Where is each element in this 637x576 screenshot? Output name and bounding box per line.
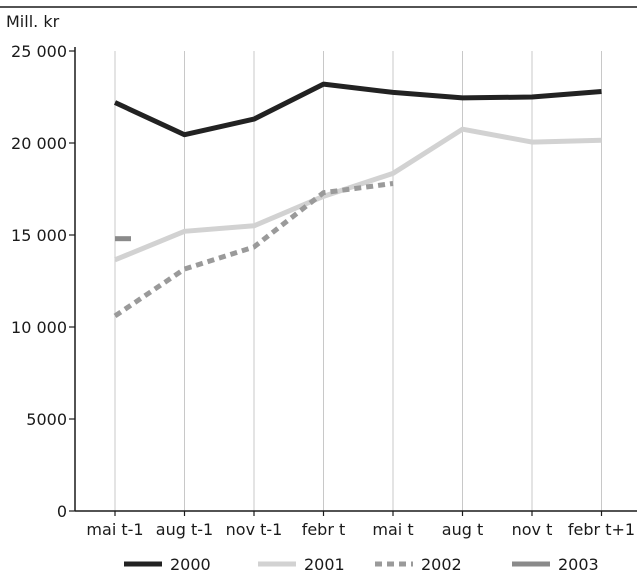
- legend-label-2002: 2002: [421, 555, 462, 574]
- legend-label-2000: 2000: [170, 555, 211, 574]
- y-tick-label: 10 000: [11, 318, 67, 337]
- x-tick-label: nov t: [512, 520, 553, 539]
- y-tick-label: 0: [57, 502, 67, 521]
- x-tick-label: aug t: [442, 520, 483, 539]
- vertical-gridlines: [114, 51, 602, 511]
- x-tick-labels: mai t-1 aug t-1 nov t-1 febr t mai t aug t nov…: [86, 511, 635, 539]
- series-lines: [113, 81, 602, 319]
- x-tick-label: febr t+1: [568, 520, 635, 539]
- y-unit-label: Mill. kr: [6, 12, 60, 31]
- y-tick-label: 5000: [26, 410, 67, 429]
- y-tick-label: 15 000: [11, 226, 67, 245]
- x-tick-label: nov t-1: [226, 520, 283, 539]
- legend-label-2003: 2003: [558, 555, 599, 574]
- y-tick-label: 25 000: [11, 42, 67, 61]
- axes: [74, 47, 637, 512]
- series-line-2000: [113, 81, 602, 138]
- series-line-2001: [114, 126, 602, 263]
- y-tick-labels: 0 5000 10 000 15 000 20 000 25 000: [11, 42, 75, 521]
- x-tick-label: aug t-1: [156, 520, 213, 539]
- x-tick-label: febr t: [302, 520, 346, 539]
- legend-label-2001: 2001: [304, 555, 345, 574]
- x-tick-label: mai t: [372, 520, 413, 539]
- x-tick-label: mai t-1: [86, 520, 143, 539]
- y-tick-label: 20 000: [11, 134, 67, 153]
- series-line-2002: [113, 181, 394, 319]
- legend: 2000 2001 2002 2003: [124, 555, 599, 574]
